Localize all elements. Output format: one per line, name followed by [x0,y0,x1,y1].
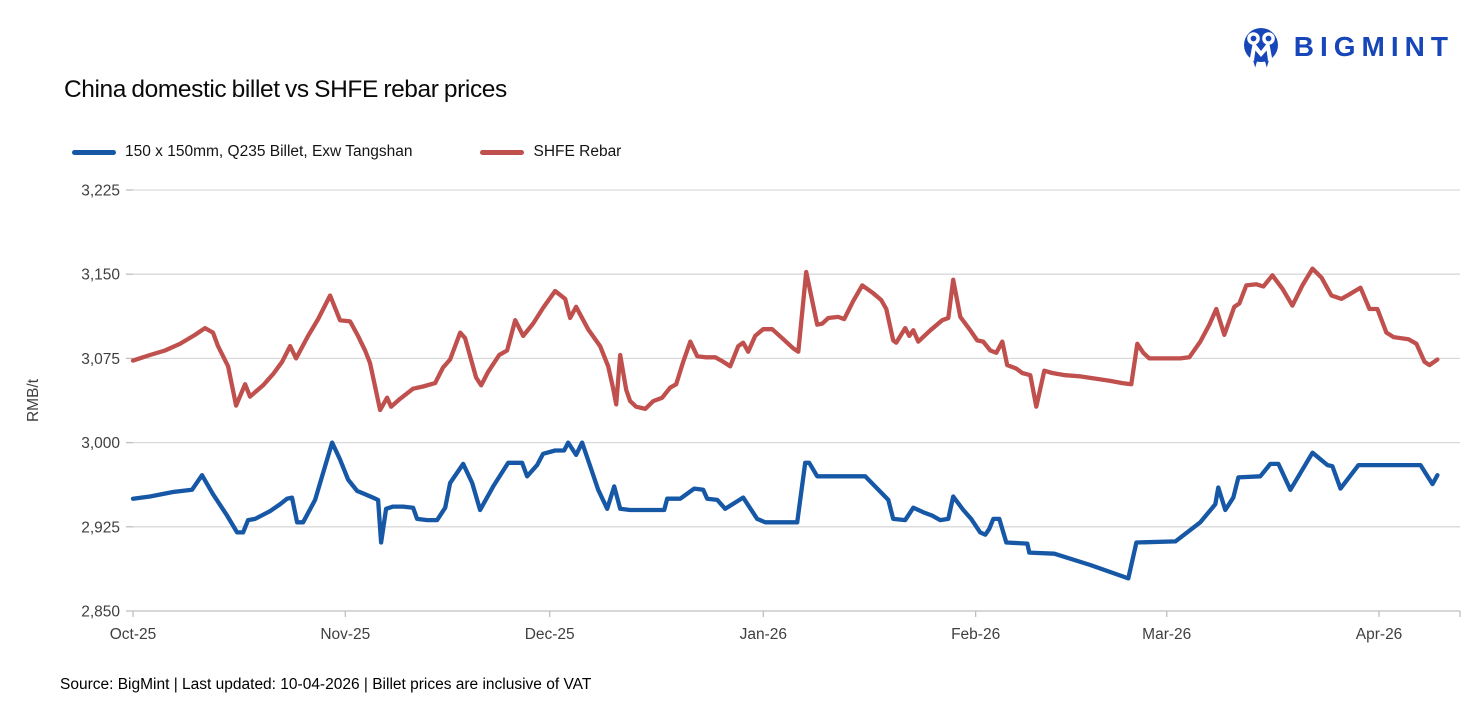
series-line-rebar [130,266,1440,413]
series-line-billet [130,440,1440,581]
y-tick-label: 2,925 [81,519,120,536]
x-tick-label: Oct-25 [110,626,157,643]
y-gridlines [126,189,1460,612]
legend-item-rebar: SHFE Rebar [480,143,621,161]
bigmint-logo: BIGMINT [1238,24,1454,70]
x-tick-label: Nov-25 [320,626,370,643]
y-tick-label: 3,075 [81,351,120,368]
rebar-line-swatch [480,149,525,155]
bigmint-logo-icon [1243,28,1278,68]
x-tick-label: Jan-26 [740,626,787,643]
y-tick-label: 3,150 [81,267,120,284]
y-tick-label: 3,000 [81,435,120,452]
legend-label-billet: 150 x 150mm, Q235 Billet, Exw Tangshan [125,143,413,160]
x-tick-label: Apr-26 [1356,626,1403,643]
x-tick-label: Mar-26 [1142,626,1191,643]
legend-item-billet: 150 x 150mm, Q235 Billet, Exw Tangshan [72,143,412,161]
x-tick-label: Dec-25 [525,626,575,643]
source-note: Source: BigMint | Last updated: 10-04-20… [60,676,592,693]
legend-label-rebar: SHFE Rebar [533,143,622,160]
y-tick-label: 2,850 [81,604,120,621]
billet-line-swatch [72,149,116,155]
chart-title: China domestic billet vs SHFE rebar pric… [64,76,507,103]
chart-legend: 150 x 150mm, Q235 Billet, Exw Tangshan S… [72,143,621,161]
y-tick-label: 3,225 [81,183,120,200]
x-axis: Oct-25 Nov-25 Dec-25 Jan-26 Feb-26 Mar-26 Apr-… [110,611,1461,643]
x-tick-label: Feb-26 [951,626,1000,643]
bigmint-wordmark: BIGMINT [1293,31,1454,62]
y-axis-title: RMB/t [25,378,42,422]
